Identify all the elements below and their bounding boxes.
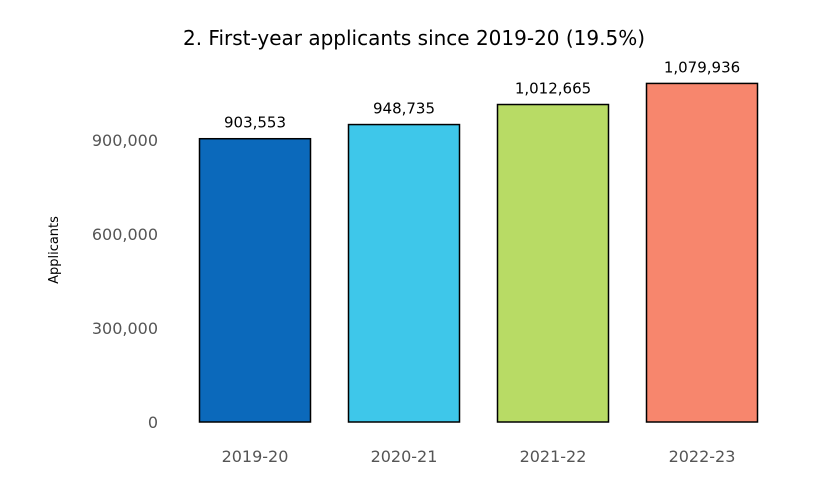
y-tick-label: 600,000: [92, 225, 158, 244]
bar-2019-20: [198, 137, 312, 423]
chart-title: 2. First-year applicants since 2019-20 (…: [183, 26, 645, 50]
y-tick-label: 300,000: [92, 319, 158, 338]
data-label: 1,012,665: [515, 80, 591, 98]
y-tick-label: 0: [148, 413, 158, 432]
bar-2020-21: [347, 123, 461, 423]
bar-2022-23: [645, 82, 759, 423]
bars-group: [198, 82, 759, 423]
data-label: 903,553: [224, 114, 286, 132]
data-label: 948,735: [373, 100, 435, 118]
x-tick-label: 2020-21: [371, 447, 438, 466]
y-axis-label: Applicants: [47, 216, 62, 284]
bar-2021-22: [496, 103, 610, 423]
x-axis-ticks: 2019-20 2020-21 2021-22 2022-23: [222, 447, 736, 466]
x-tick-label: 2022-23: [669, 447, 736, 466]
y-tick-label: 900,000: [92, 131, 158, 150]
y-axis-ticks: 0 300,000 600,000 900,000: [92, 131, 158, 432]
x-tick-label: 2021-22: [520, 447, 587, 466]
x-tick-label: 2019-20: [222, 447, 289, 466]
data-labels-group: 903,553 948,735 1,012,665 1,079,936: [224, 58, 740, 131]
data-label: 1,079,936: [664, 58, 740, 76]
